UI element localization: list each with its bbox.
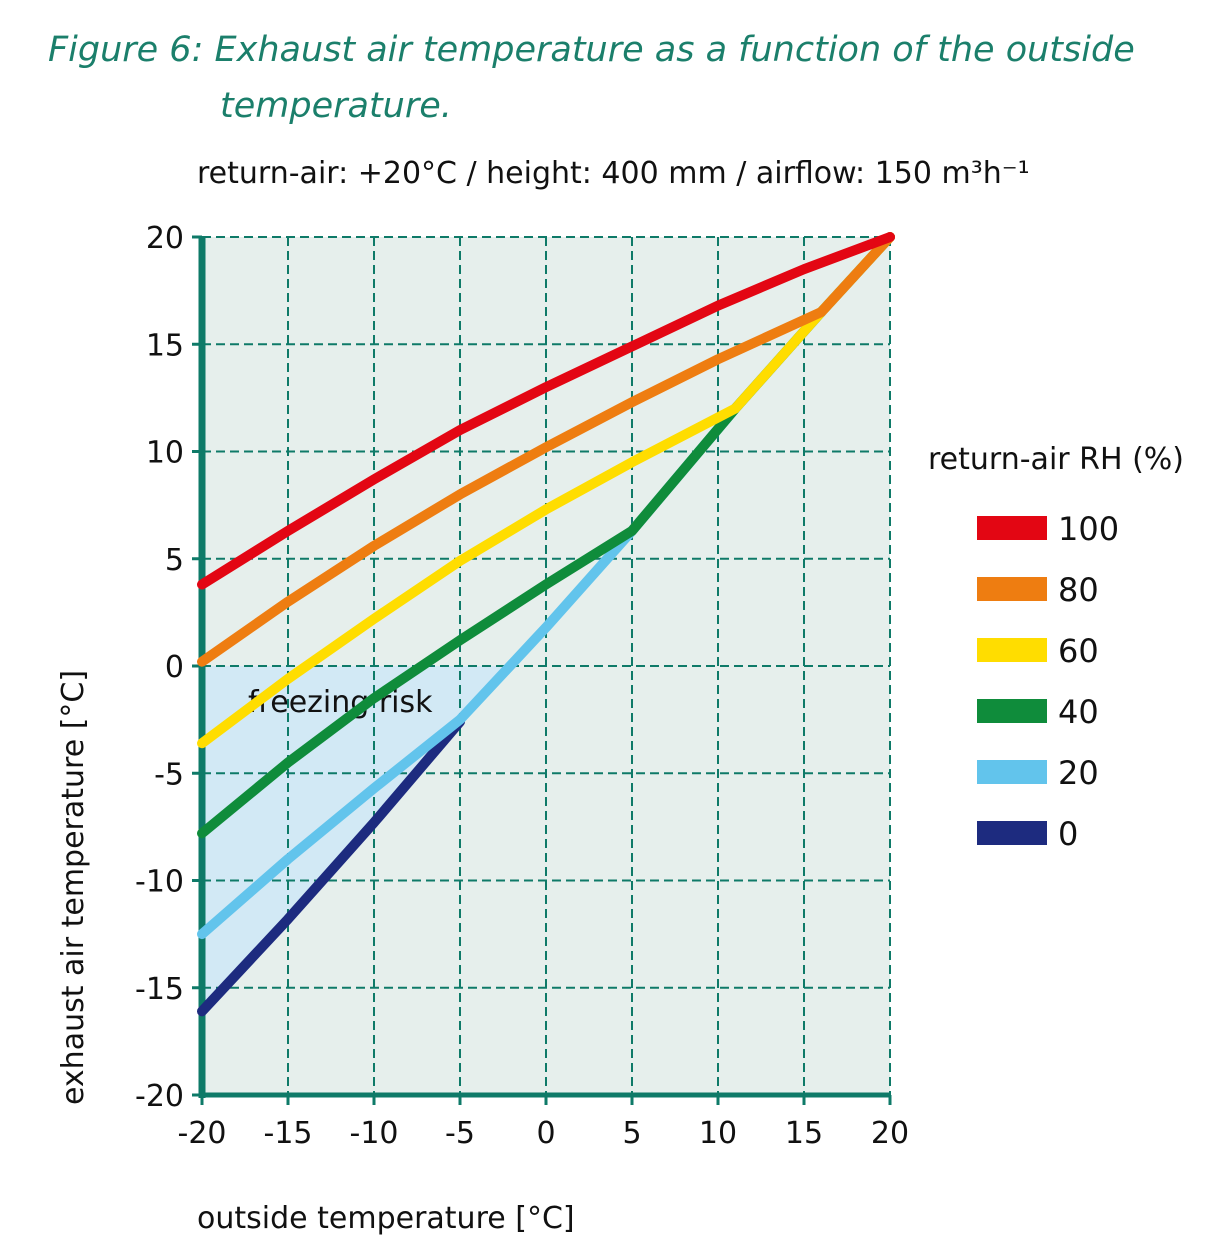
legend-label-rh-40: 40 <box>1058 693 1099 731</box>
y-tick-label: -20 <box>135 1079 184 1114</box>
legend-swatch-rh-40 <box>977 699 1047 723</box>
x-tick-label: 0 <box>536 1116 555 1151</box>
series-line-rh-60 <box>197 232 895 749</box>
y-tick-label: -10 <box>135 865 184 900</box>
y-tick-label: -5 <box>154 757 184 792</box>
legend-label-rh-20: 20 <box>1058 754 1099 792</box>
x-tick-label: 5 <box>622 1116 641 1151</box>
legend-label-rh-80: 80 <box>1058 571 1099 609</box>
x-tick-label: -10 <box>350 1116 399 1151</box>
chart-subtitle: return-air: +20°C / height: 400 mm / air… <box>197 156 1030 191</box>
y-tick-label: -15 <box>135 972 184 1007</box>
y-tick-label: 10 <box>146 436 184 471</box>
figure-title-line1: Figure 6: Exhaust air temperature as a f… <box>48 30 1135 70</box>
legend-swatch-rh-20 <box>977 760 1047 784</box>
x-tick-label: -15 <box>264 1116 313 1151</box>
y-tick-label: 15 <box>146 328 184 363</box>
y-tick-label: 5 <box>165 543 184 578</box>
x-tick-label: 20 <box>871 1116 909 1151</box>
legend-label-rh-100: 100 <box>1058 510 1119 548</box>
x-axis-label: outside temperature [°C] <box>197 1201 575 1236</box>
x-tick-label: 15 <box>785 1116 823 1151</box>
series-line-rh-0 <box>197 716 465 1017</box>
series-line-rh-80 <box>197 232 895 667</box>
figure-title-line2: temperature. <box>220 86 452 126</box>
legend-label-rh-60: 60 <box>1058 632 1099 670</box>
legend-swatch-rh-80 <box>977 577 1047 601</box>
series-line-rh-100 <box>197 232 895 590</box>
legend-swatch-rh-0 <box>977 821 1047 845</box>
legend-title: return-air RH (%) <box>928 442 1184 477</box>
legend-swatch-rh-100 <box>977 516 1047 540</box>
y-tick-label: 0 <box>165 650 184 685</box>
legend-label-rh-0: 0 <box>1058 815 1078 853</box>
y-axis-label: exhaust air temperature [°C] <box>56 670 91 1105</box>
x-tick-label: -5 <box>445 1116 475 1151</box>
figure-title: Figure 6: Exhaust air temperature as a f… <box>48 22 1135 134</box>
y-tick-label: 20 <box>146 221 184 256</box>
legend-swatch-rh-60 <box>977 638 1047 662</box>
x-tick-label: 10 <box>699 1116 737 1151</box>
x-tick-label: -20 <box>178 1116 227 1151</box>
